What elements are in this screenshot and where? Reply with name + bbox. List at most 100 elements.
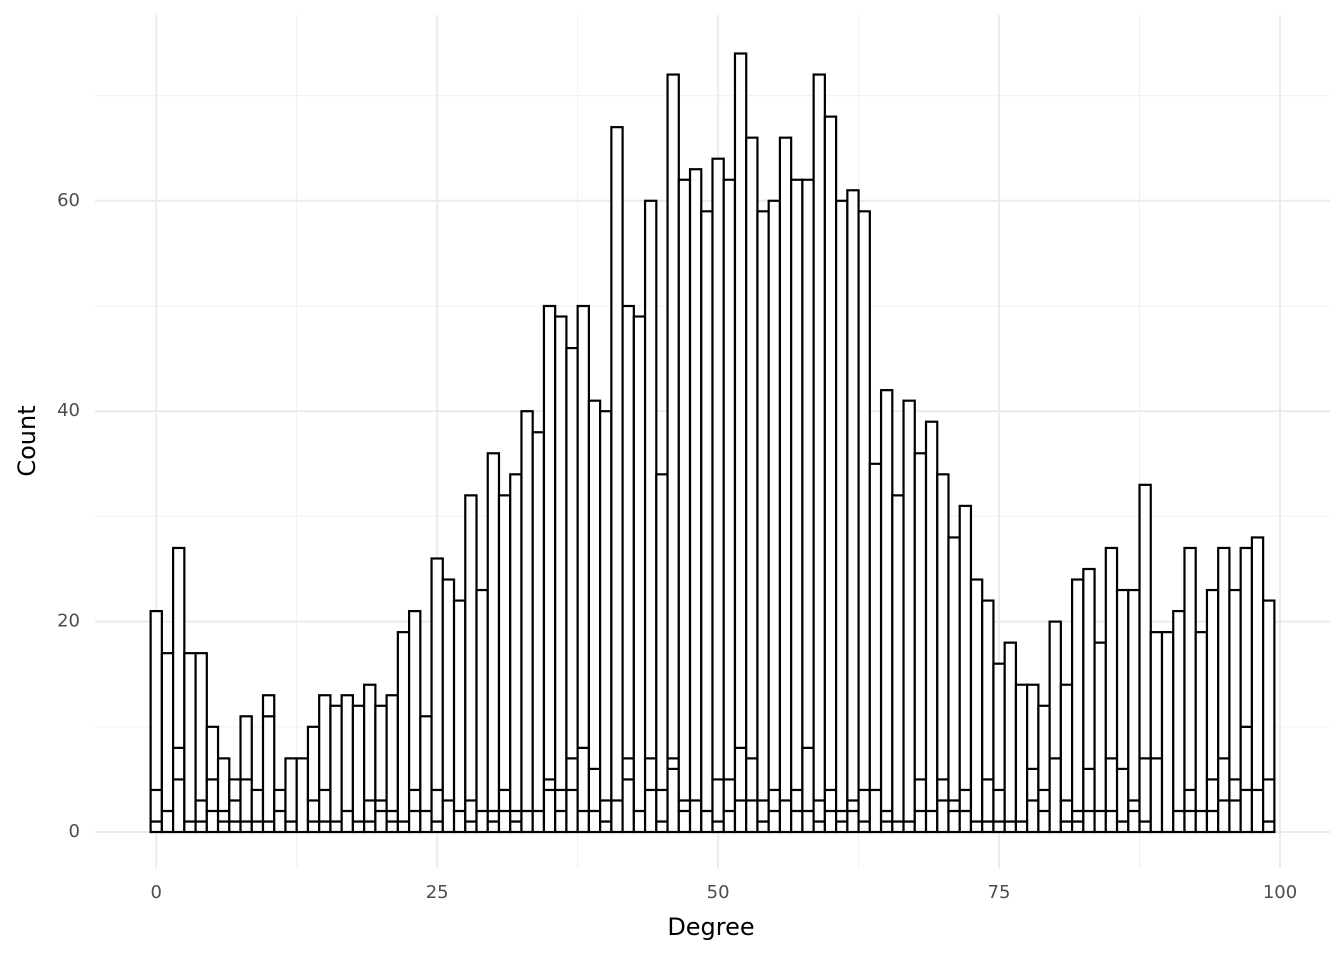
histogram-bar [172, 778, 186, 834]
histogram-bar [801, 178, 815, 749]
histogram-bar [936, 799, 950, 834]
histogram-bar [857, 210, 871, 792]
histogram-bar [205, 725, 220, 781]
bars [149, 52, 1276, 834]
histogram-bar [587, 809, 602, 834]
histogram-bar [329, 820, 343, 834]
histogram-bar [407, 609, 422, 792]
histogram-bar [599, 410, 613, 802]
histogram-bar [261, 694, 276, 718]
histogram-bar [846, 799, 860, 813]
histogram-bar [295, 757, 310, 834]
histogram-bar [160, 809, 175, 834]
histogram-bar [351, 820, 366, 834]
histogram-bar [554, 315, 568, 792]
histogram-bar [1115, 588, 1130, 770]
histogram-bar [778, 136, 793, 802]
histogram-bar [509, 809, 523, 823]
histogram-bar [486, 809, 501, 823]
histogram-bar [565, 346, 579, 760]
histogram-bar [250, 788, 265, 823]
histogram-bar [149, 820, 163, 834]
histogram-bar [666, 757, 680, 770]
x-axis-title: Degree [667, 913, 754, 941]
histogram-bar [1160, 631, 1175, 834]
histogram-bar [363, 820, 377, 834]
histogram-bar [385, 820, 399, 834]
histogram-bar [745, 799, 759, 834]
histogram-bar [879, 389, 894, 813]
histogram-bar [1127, 799, 1141, 813]
histogram-bar [610, 799, 624, 834]
histogram-bar [599, 820, 613, 834]
histogram-bar [835, 820, 849, 834]
histogram-bar [228, 820, 242, 834]
histogram-bar [913, 452, 928, 781]
histogram-bar [812, 73, 826, 802]
histogram-bar [1059, 799, 1074, 823]
histogram-bar [857, 820, 871, 834]
histogram-bar [1115, 820, 1130, 834]
histogram-bar [172, 546, 186, 749]
histogram-bar [835, 809, 849, 823]
histogram-bar [655, 473, 669, 792]
histogram-bar [981, 778, 995, 823]
histogram-bar [306, 799, 321, 823]
histogram-bar [520, 410, 534, 813]
histogram-bar [452, 809, 467, 834]
histogram-bar [992, 820, 1006, 834]
histogram-bar [1026, 767, 1040, 802]
histogram-bar [1194, 809, 1209, 834]
histogram-bar [688, 799, 703, 834]
histogram-bar [1205, 588, 1220, 781]
histogram-bar [958, 504, 973, 792]
histogram-bar [1183, 546, 1197, 792]
histogram-bar [902, 820, 916, 834]
histogram-bar [531, 431, 546, 813]
histogram-bar [891, 494, 905, 823]
histogram-bar [407, 788, 422, 813]
histogram-bar [1183, 788, 1197, 813]
histogram-bar [924, 809, 939, 834]
histogram-bar [767, 199, 782, 792]
histogram-bar [913, 809, 928, 834]
histogram-bar [936, 473, 950, 781]
histogram-bar [464, 494, 478, 802]
histogram-bar [441, 799, 456, 834]
histogram-bar [430, 557, 444, 792]
histogram-bar [599, 799, 613, 823]
histogram-bar [419, 715, 433, 813]
histogram-bar [767, 809, 782, 834]
histogram-bar [1014, 683, 1029, 823]
histogram-bar [509, 820, 523, 834]
histogram-bar [239, 820, 253, 834]
histogram-bar [1262, 778, 1276, 823]
histogram-bar [385, 809, 399, 823]
histogram-bar [340, 694, 355, 813]
histogram-bar [846, 189, 860, 802]
histogram-bar [879, 809, 894, 823]
histogram-bar [576, 746, 590, 813]
histogram-bar [587, 399, 602, 770]
histogram-bar [1262, 820, 1276, 834]
histogram-bar [902, 399, 916, 823]
histogram-bar [1205, 809, 1220, 834]
histogram-bar [1194, 631, 1209, 813]
histogram-bar [1093, 641, 1107, 813]
histogram-bar [239, 778, 253, 823]
histogram-bar [497, 494, 512, 792]
histogram-bar [1138, 757, 1152, 823]
histogram-bar [868, 788, 883, 834]
histogram-bar [778, 799, 793, 834]
histogram-bar [261, 715, 276, 823]
histogram-bar [947, 799, 961, 813]
histogram-bar [520, 809, 534, 834]
histogram-bar [497, 788, 512, 813]
histogram-bar [216, 820, 231, 834]
histogram-bar [576, 304, 590, 749]
histogram-bar [1037, 809, 1051, 834]
histogram-bar [441, 578, 456, 802]
histogram-bar [812, 820, 826, 834]
histogram-bar [677, 178, 692, 802]
